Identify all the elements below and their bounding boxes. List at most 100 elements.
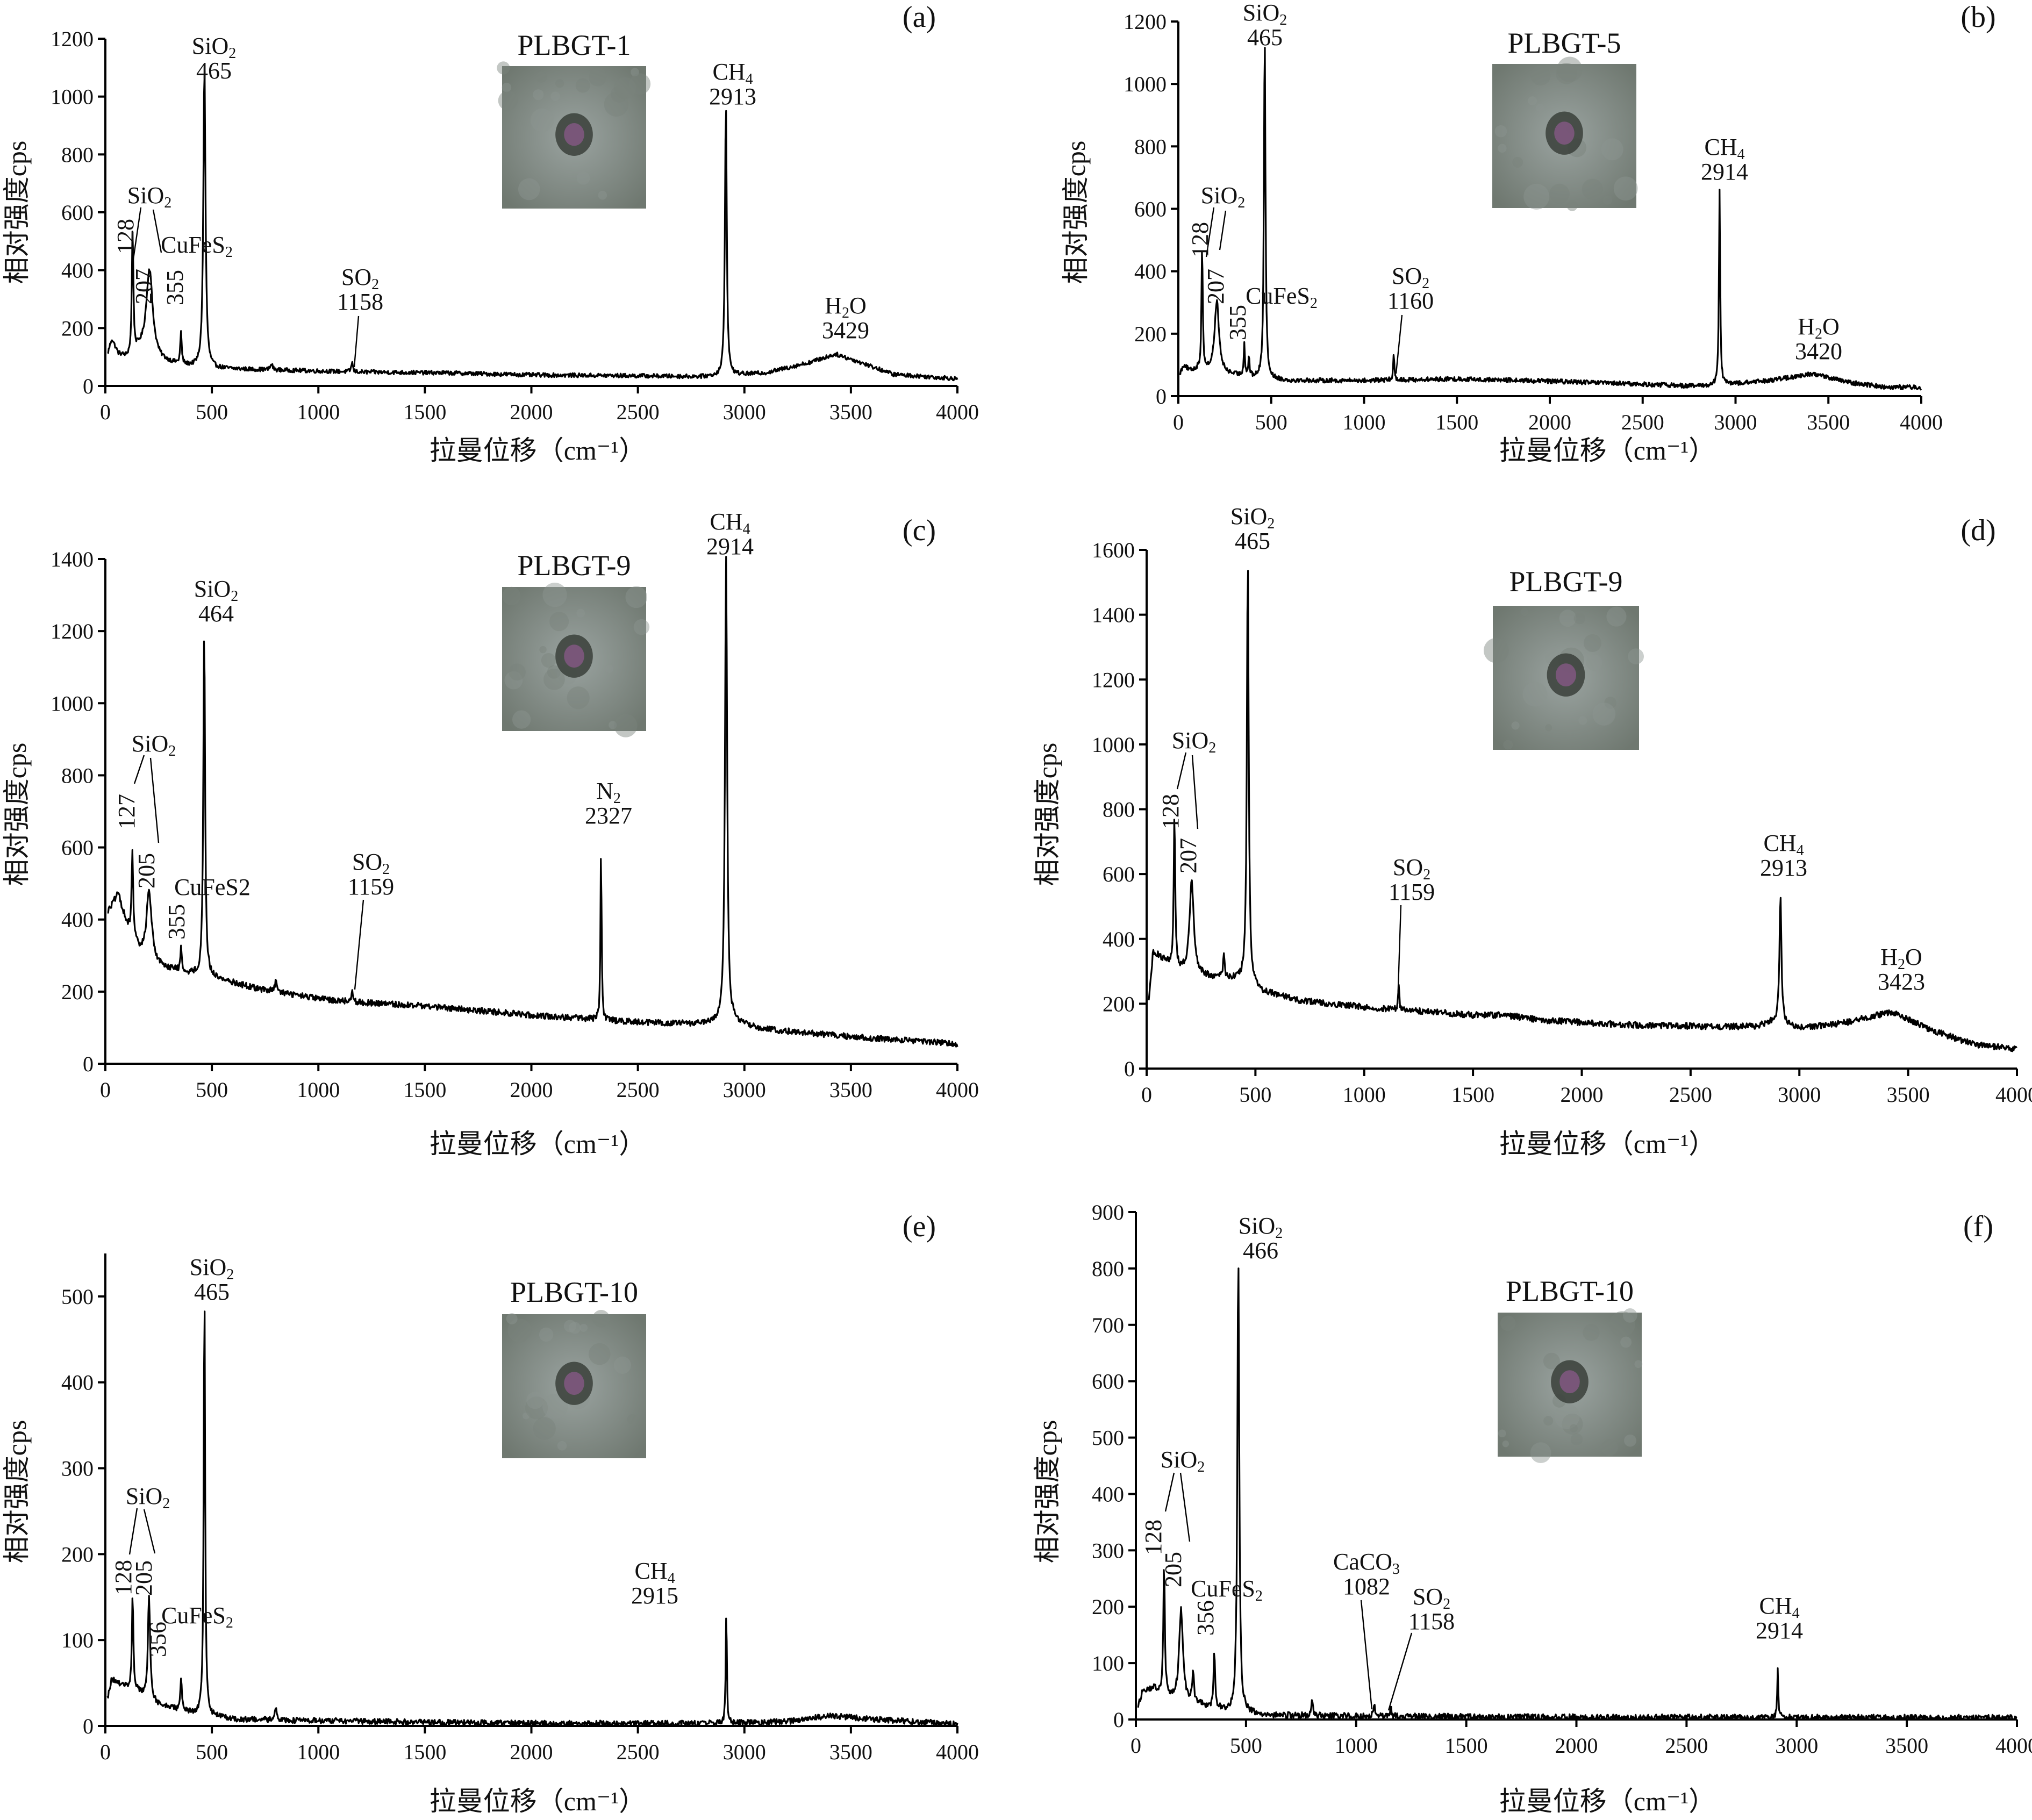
x-tick-label: 1000 bbox=[297, 1740, 340, 1764]
y-tick-label: 0 bbox=[1113, 1708, 1124, 1732]
x-tick-label: 1000 bbox=[1343, 1083, 1386, 1107]
annotation-text: 207 bbox=[1175, 838, 1201, 873]
annotation-text: H2O bbox=[825, 292, 867, 321]
annotation-text: CuFeS2 bbox=[161, 1602, 233, 1631]
x-tick-label: 0 bbox=[1141, 1083, 1152, 1107]
annotation-text: 1158 bbox=[337, 289, 383, 315]
annotation-text: 2914 bbox=[706, 533, 754, 560]
panel-label: (c) bbox=[903, 514, 936, 547]
annotation-text: 207 bbox=[1203, 269, 1229, 304]
y-tick-label: 600 bbox=[61, 200, 94, 225]
x-tick-label: 1500 bbox=[403, 400, 446, 424]
peak-annotation-cufes2: CuFeS2 bbox=[161, 1602, 233, 1631]
x-tick-label: 3000 bbox=[1778, 1083, 1821, 1107]
x-tick-label: 2500 bbox=[617, 1740, 660, 1764]
y-tick-label: 300 bbox=[61, 1457, 94, 1481]
y-tick-label: 800 bbox=[1134, 134, 1167, 159]
peak-annotation-n207: 207 bbox=[131, 269, 157, 304]
annotation-text: 464 bbox=[198, 600, 234, 627]
y-tick-label: 1000 bbox=[51, 691, 94, 715]
annotation-text: SiO2 bbox=[1161, 1446, 1205, 1475]
x-tick-label: 500 bbox=[1230, 1733, 1262, 1758]
x-axis-title: 拉曼位移（cm⁻¹） bbox=[430, 435, 646, 465]
sample-label: PLBGT-5 bbox=[1507, 27, 1621, 59]
y-tick-label: 1200 bbox=[51, 27, 94, 51]
x-tick-label: 4000 bbox=[1995, 1083, 2032, 1107]
peak-annotation-n128: 128 bbox=[1187, 222, 1213, 257]
annotation-text: 465 bbox=[196, 58, 232, 84]
annotation-text: SiO2 bbox=[190, 1254, 234, 1283]
panel-c: 0 200 400 600 800 1000 1200 1400 0 500 1000 1500 200… bbox=[2, 508, 979, 1159]
annotation-text: 1160 bbox=[1387, 288, 1434, 314]
peak-annotation-n128: 128 bbox=[110, 1560, 137, 1595]
spectrum-line bbox=[1137, 1267, 2017, 1721]
y-tick-label: 400 bbox=[1092, 1482, 1124, 1506]
panel-f: 0 100 200 300 400 500 600 700 800 900 0 500 1000 1500… bbox=[1032, 1200, 2032, 1816]
y-tick-label: 600 bbox=[1103, 862, 1135, 886]
y-tick-label: 1000 bbox=[1092, 733, 1135, 757]
leader-line bbox=[354, 899, 364, 990]
annotation-text: 3420 bbox=[1795, 338, 1842, 364]
annotation-text: 1159 bbox=[1389, 879, 1435, 905]
y-tick-label: 400 bbox=[1134, 260, 1167, 284]
leader-line bbox=[1397, 905, 1402, 1005]
x-tick-label: 2000 bbox=[1528, 410, 1571, 434]
annotation-text: SO2 bbox=[341, 264, 379, 293]
panel-a: 0 200 400 600 800 1000 1200 0 500 1000 1500 2000 250… bbox=[2, 1, 979, 465]
x-tick-label: 3000 bbox=[723, 1078, 766, 1102]
annotation-text: 128 bbox=[1157, 794, 1184, 829]
annotation-text: CH4 bbox=[712, 59, 753, 88]
peak-annotation-n207: 207 bbox=[1175, 838, 1201, 873]
x-tick-label: 3500 bbox=[1807, 410, 1850, 434]
annotation-text: 356 bbox=[145, 1622, 171, 1657]
annotation-text: 205 bbox=[131, 1560, 157, 1596]
annotation-text: 127 bbox=[113, 794, 140, 829]
y-axis-title: 相对强度cps bbox=[2, 1420, 32, 1564]
annotation-text: CH4 bbox=[710, 508, 750, 538]
annotation-text: 128 bbox=[1140, 1520, 1167, 1555]
annotation-text: SiO2 bbox=[1243, 0, 1287, 28]
annotation-text: CuFeS2 bbox=[1191, 1575, 1263, 1604]
annotation-text: SiO2 bbox=[1172, 727, 1216, 756]
x-tick-label: 3500 bbox=[1885, 1733, 1928, 1758]
sample-label: PLBGT-9 bbox=[517, 549, 631, 582]
peak-annotation-cufes2: CuFeS2 bbox=[161, 232, 233, 261]
annotation-text: 355 bbox=[1225, 305, 1251, 340]
x-axis-title: 拉曼位移（cm⁻¹） bbox=[430, 1786, 646, 1816]
x-tick-label: 500 bbox=[196, 1740, 228, 1764]
peak-annotation-n205: 205 bbox=[133, 853, 160, 888]
leader-line bbox=[132, 207, 142, 260]
panel-label: (e) bbox=[903, 1210, 936, 1243]
leader-line bbox=[1176, 752, 1187, 790]
panel-e: 0 100 200 300 400 500 0 500 1000 1500 2000 2500 3000… bbox=[2, 1210, 979, 1816]
peak-annotation-n205: 205 bbox=[1160, 1552, 1186, 1587]
leader-line bbox=[1191, 755, 1199, 829]
annotation-text: CuFeS2 bbox=[174, 874, 251, 900]
peak-annotation-sio2-128-207: SiO2 bbox=[1201, 182, 1245, 257]
annotation-text: H2O bbox=[1798, 313, 1840, 342]
x-tick-label: 1000 bbox=[1343, 410, 1386, 434]
x-tick-label: 2500 bbox=[1621, 410, 1664, 434]
spectrum-line bbox=[1148, 570, 2017, 1052]
peak-annotation-n128: 128 bbox=[1140, 1520, 1167, 1555]
y-tick-label: 0 bbox=[83, 374, 94, 398]
annotation-text: 2914 bbox=[1701, 159, 1748, 185]
x-tick-label: 3500 bbox=[1887, 1083, 1930, 1107]
leader-line bbox=[353, 316, 360, 368]
peak-annotation-n207: 207 bbox=[1203, 269, 1229, 304]
x-tick-label: 2500 bbox=[617, 1078, 660, 1102]
peak-annotation-cufes2: CuFeS2 bbox=[1191, 1575, 1263, 1604]
